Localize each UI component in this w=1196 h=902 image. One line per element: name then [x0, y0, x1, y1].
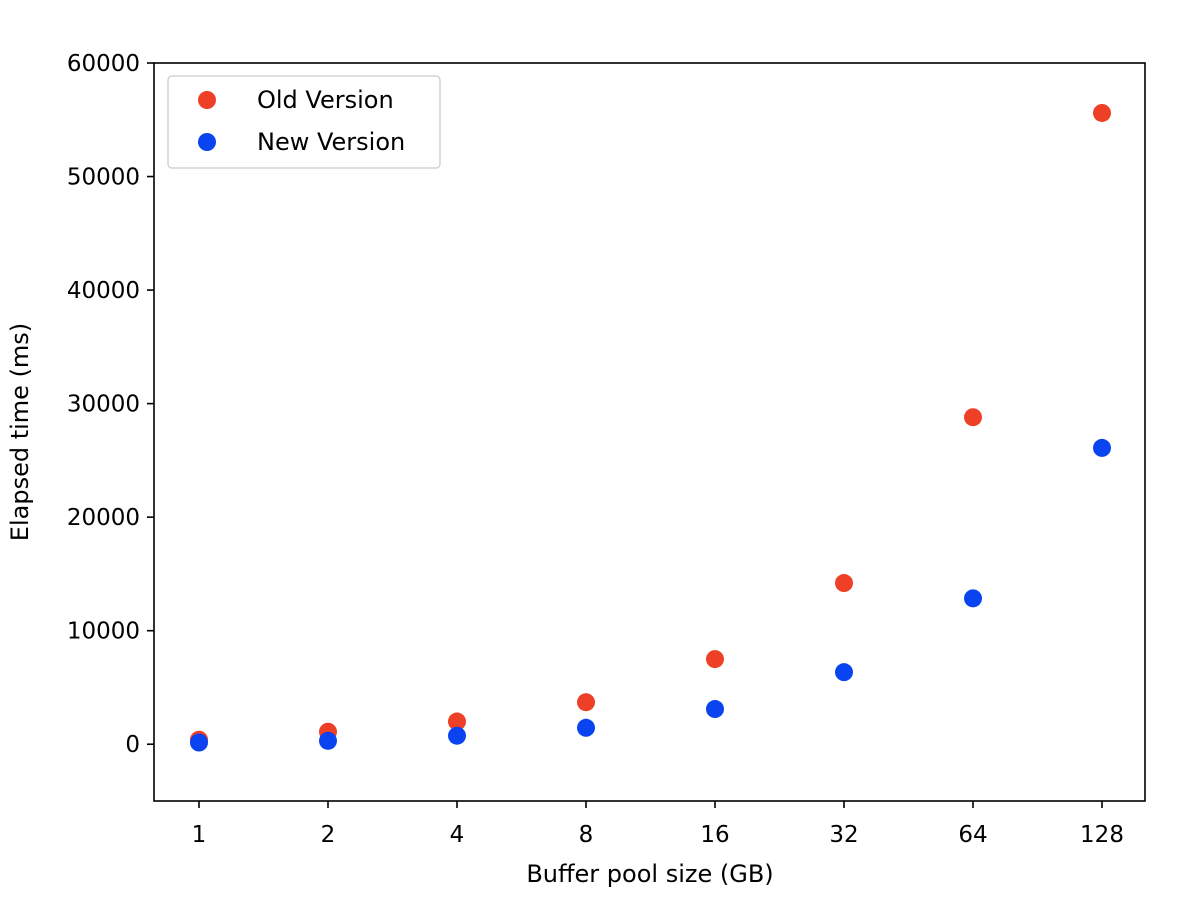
legend: Old Version New Version: [167, 75, 441, 169]
plot-frame: [153, 62, 1146, 802]
x-tick-label: 4: [450, 822, 465, 848]
legend-marker-new-version: [198, 133, 216, 151]
data-point: [706, 700, 724, 719]
y-axis-label: Elapsed time (ms): [6, 323, 34, 541]
data-point: [448, 712, 466, 731]
x-tick-label: 2: [321, 822, 336, 848]
x-tick-label: 32: [829, 822, 858, 848]
data-point: [1093, 438, 1111, 457]
y-tick-label: 20000: [67, 505, 140, 531]
y-tick-label: 0: [125, 732, 140, 758]
data-point: [835, 663, 853, 682]
x-tick-label: 64: [958, 822, 987, 848]
y-tick-label: 60000: [67, 51, 140, 77]
data-point: [964, 408, 982, 427]
data-point: [448, 726, 466, 745]
x-tick-label: 16: [700, 822, 729, 848]
data-point: [835, 574, 853, 593]
data-point: [577, 693, 595, 712]
y-tick-label: 10000: [67, 619, 140, 645]
y-axis-ticks: 0 10000 20000 30000 40000 50000 60000: [67, 51, 154, 758]
legend-box: [167, 75, 441, 169]
series-new-version: [190, 438, 1111, 752]
data-point: [1093, 103, 1111, 122]
x-tick-label: 1: [192, 822, 207, 848]
data-point: [706, 650, 724, 669]
plot-area: [190, 103, 1111, 752]
x-axis-ticks: 1 2 4 8 16 32 64 128: [192, 801, 1124, 848]
y-tick-label: 40000: [67, 278, 140, 304]
x-tick-label: 8: [579, 822, 594, 848]
series-old-version: [190, 103, 1111, 749]
x-axis-label: Buffer pool size (GB): [526, 860, 773, 888]
y-tick-label: 30000: [67, 392, 140, 418]
legend-marker-old-version: [198, 91, 216, 109]
data-point: [319, 731, 337, 750]
data-point: [964, 589, 982, 608]
x-tick-label: 128: [1080, 822, 1124, 848]
data-point: [577, 718, 595, 737]
data-point: [190, 733, 208, 752]
legend-label-old-version: Old Version: [257, 86, 394, 114]
y-tick-label: 50000: [67, 165, 140, 191]
legend-label-new-version: New Version: [257, 128, 405, 156]
